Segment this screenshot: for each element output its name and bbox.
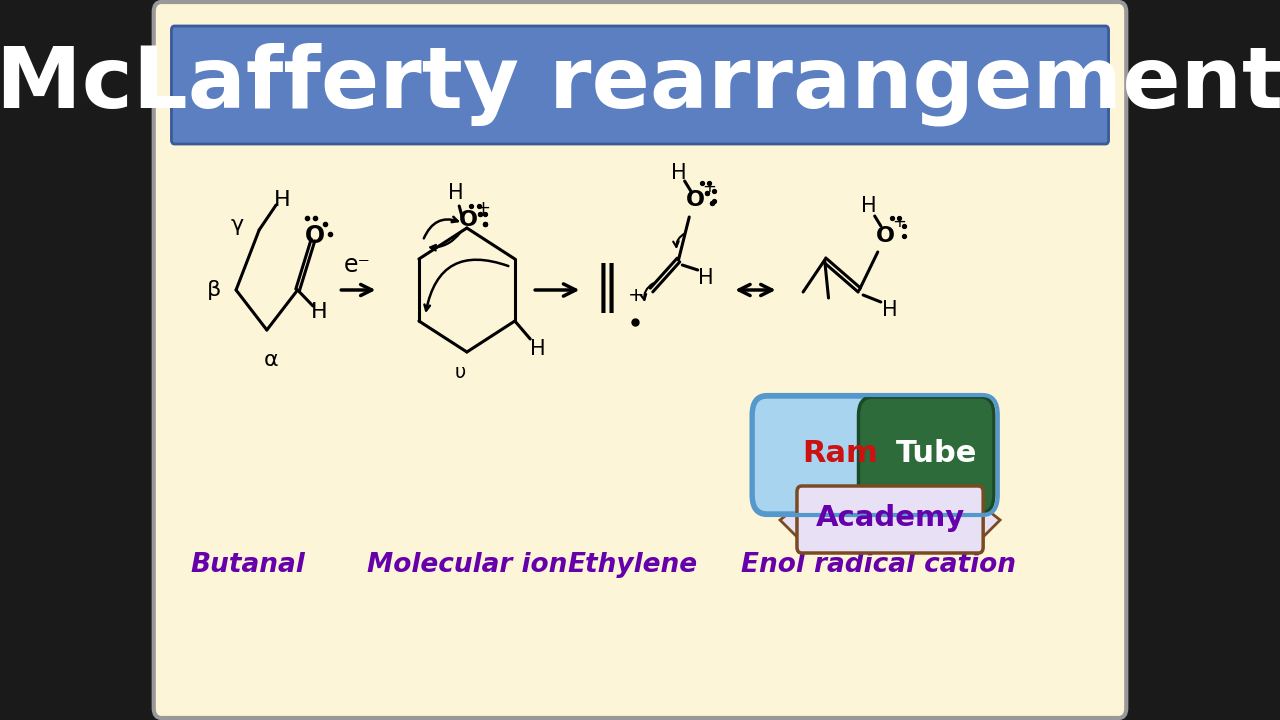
Text: H: H bbox=[671, 163, 686, 183]
Text: +: + bbox=[892, 213, 906, 231]
Text: e⁻: e⁻ bbox=[343, 253, 370, 277]
Polygon shape bbox=[978, 503, 1000, 541]
FancyBboxPatch shape bbox=[859, 397, 995, 513]
Text: +: + bbox=[628, 286, 644, 305]
Text: β: β bbox=[207, 280, 221, 300]
Text: +: + bbox=[475, 199, 490, 217]
Text: Enol radical cation: Enol radical cation bbox=[741, 552, 1016, 578]
Text: Ram: Ram bbox=[803, 438, 878, 467]
Text: γ: γ bbox=[230, 215, 244, 235]
FancyBboxPatch shape bbox=[753, 397, 888, 513]
Text: +: + bbox=[703, 178, 717, 196]
Text: α: α bbox=[264, 350, 278, 370]
FancyBboxPatch shape bbox=[154, 2, 1126, 718]
Text: Butanal: Butanal bbox=[191, 552, 305, 578]
Text: McLafferty rearrangement: McLafferty rearrangement bbox=[0, 42, 1280, 126]
Text: O: O bbox=[460, 210, 477, 230]
FancyBboxPatch shape bbox=[172, 26, 1108, 144]
Text: υ: υ bbox=[456, 362, 466, 382]
Text: H: H bbox=[274, 190, 291, 210]
Text: Molecular ion: Molecular ion bbox=[366, 552, 567, 578]
Text: H: H bbox=[860, 196, 877, 216]
Text: H: H bbox=[882, 300, 897, 320]
Text: Academy: Academy bbox=[815, 504, 965, 532]
Polygon shape bbox=[780, 503, 801, 541]
Text: H: H bbox=[448, 183, 463, 203]
FancyBboxPatch shape bbox=[797, 486, 983, 553]
Text: H: H bbox=[311, 302, 328, 322]
Text: Ethylene: Ethylene bbox=[567, 552, 698, 578]
Text: Tube: Tube bbox=[896, 438, 977, 467]
Text: H: H bbox=[530, 339, 545, 359]
Text: O: O bbox=[305, 224, 325, 248]
Text: ‖: ‖ bbox=[595, 263, 621, 313]
Text: O: O bbox=[686, 190, 705, 210]
Text: O: O bbox=[876, 226, 895, 246]
Text: H: H bbox=[698, 268, 713, 288]
